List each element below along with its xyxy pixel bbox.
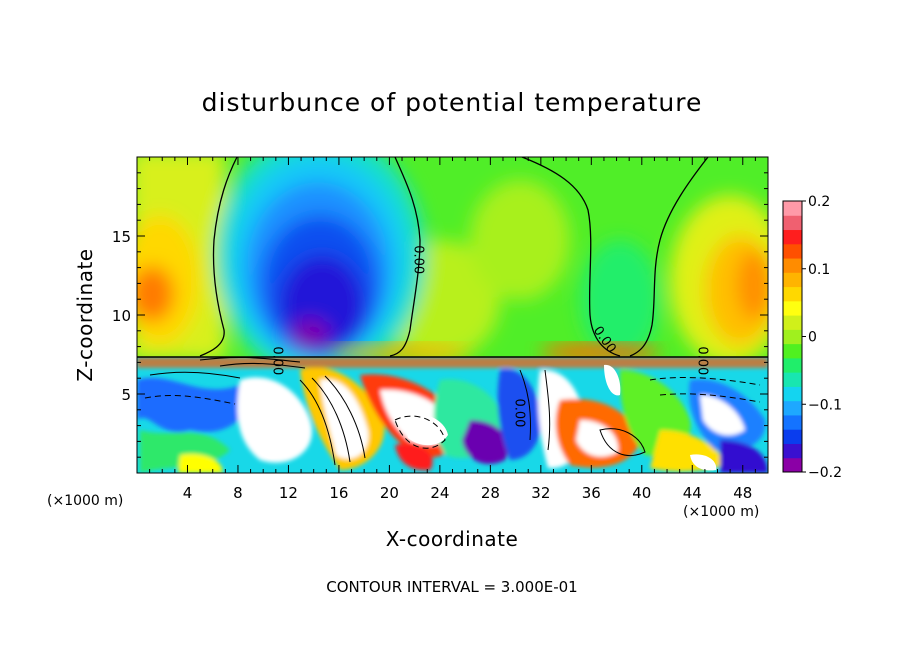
x-unit-left: (×1000 m) <box>47 493 123 509</box>
colorbar-swatch <box>783 229 802 245</box>
colorbar-swatch <box>783 286 802 302</box>
chart-title: disturbunce of potential temperature <box>202 88 703 117</box>
colorbar-swatch <box>783 272 802 288</box>
x-axis-label: X-coordinate <box>386 527 519 551</box>
colorbar-tick-label: −0.1 <box>808 397 842 413</box>
contour-label: 0.00 <box>269 346 284 375</box>
x-tick-label: 8 <box>233 484 243 502</box>
colorbar-swatch <box>783 329 802 345</box>
x-tick-label: 20 <box>380 484 399 502</box>
colorbar-swatch <box>783 372 802 387</box>
colorbar-tick-label: 0.1 <box>808 262 830 278</box>
x-axis: 4 8 12 16 20 24 28 32 36 40 44 48 <box>149 157 756 502</box>
colorbar-swatch <box>783 357 802 373</box>
lower-contours <box>144 369 761 466</box>
x-tick-label: 48 <box>733 484 752 502</box>
y-axis: 5 10 15 <box>112 172 768 458</box>
y-tick-label: 10 <box>112 307 131 325</box>
contour-label: 0.00 <box>512 398 527 427</box>
colorbar-swatch <box>783 429 802 444</box>
colorbar-swatch <box>783 443 802 459</box>
colorbar-swatch <box>783 258 802 273</box>
upper-field <box>137 157 768 357</box>
colorbar: 0.2 0.1 0 −0.1 −0.2 <box>782 194 842 481</box>
colorbar-swatch <box>783 343 802 359</box>
contour-label: 0.00 <box>411 245 426 274</box>
colorbar-swatch <box>783 243 802 259</box>
colorbar-swatch <box>783 457 802 473</box>
x-tick-label: 32 <box>531 484 550 502</box>
x-tick-label: 28 <box>481 484 500 502</box>
y-tick-label: 15 <box>112 228 131 246</box>
colorbar-tick-label: 0.2 <box>808 194 830 210</box>
x-tick-label: 12 <box>279 484 298 502</box>
colorbar-swatch <box>783 386 802 402</box>
colorbar-swatch <box>783 315 802 330</box>
y-tick-label: 5 <box>121 386 131 404</box>
colorbar-swatch <box>783 215 802 231</box>
upper-contours <box>137 157 768 369</box>
colorbar-swatch <box>783 400 802 416</box>
contour-interval-footer: CONTOUR INTERVAL = 3.000E-01 <box>326 578 577 596</box>
colorbar-swatch <box>783 201 802 216</box>
plot-area: 0.000.000.00 0.000.00 <box>136 156 769 474</box>
y-axis-label: Z-coordinate <box>73 248 97 381</box>
x-tick-label: 44 <box>683 484 702 502</box>
x-tick-label: 24 <box>430 484 449 502</box>
contour-label: 0.00 <box>695 346 710 375</box>
colorbar-swatch <box>783 414 802 430</box>
colorbar-tick-label: −0.2 <box>808 465 842 481</box>
x-tick-label: 40 <box>632 484 651 502</box>
x-tick-label: 4 <box>183 484 193 502</box>
lower-field <box>137 357 768 473</box>
x-tick-label: 36 <box>582 484 601 502</box>
x-unit-right: (×1000 m) <box>683 504 759 520</box>
colorbar-tick-label: 0 <box>808 330 817 346</box>
x-tick-label: 16 <box>329 484 348 502</box>
white-patches <box>253 364 717 471</box>
colorbar-swatch <box>783 300 802 316</box>
